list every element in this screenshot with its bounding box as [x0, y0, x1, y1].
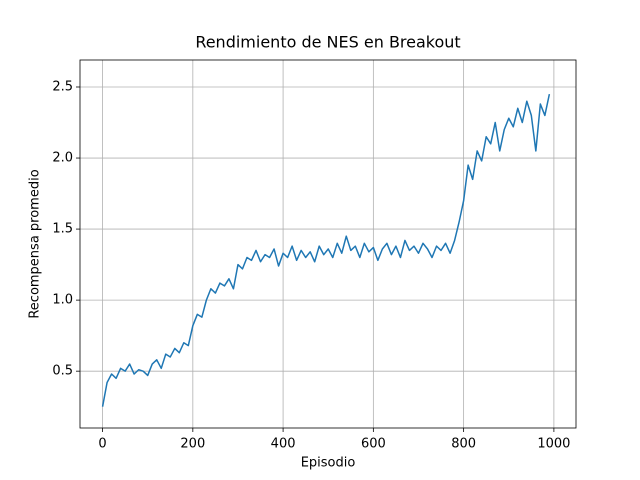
x-tick-label: 800 — [451, 437, 476, 452]
chart-title: Rendimiento de NES en Breakout — [195, 33, 460, 52]
x-axis-label: Episodio — [301, 456, 356, 471]
y-axis-label: Recompensa promedio — [28, 169, 43, 318]
x-tick-label: 600 — [361, 437, 386, 452]
y-tick-label: 2.5 — [52, 79, 73, 94]
x-tick-label: 0 — [98, 437, 106, 452]
data-line — [101, 93, 551, 407]
x-tick-label: 200 — [180, 437, 205, 452]
y-tick-label: 0.5 — [52, 364, 73, 379]
x-tick-label: 1000 — [537, 437, 570, 452]
y-tick-label: 1.5 — [52, 222, 73, 237]
y-tick-label: 2.0 — [52, 151, 73, 166]
y-tick-label: 1.0 — [52, 293, 73, 308]
x-tick-label: 400 — [271, 437, 296, 452]
plot-frame — [79, 59, 577, 429]
